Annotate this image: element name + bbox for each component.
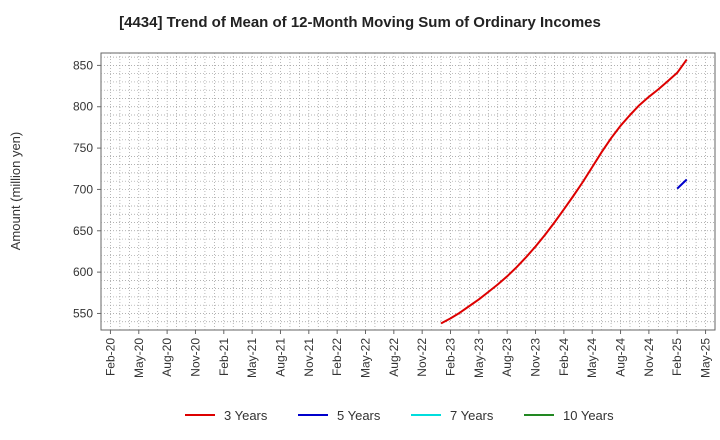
legend-item: 7 Years	[411, 408, 494, 423]
x-tick-label: May-20	[132, 338, 146, 378]
y-tick-label: 550	[73, 306, 93, 320]
legend-item: 10 Years	[524, 408, 614, 423]
chart-title: [4434] Trend of Mean of 12-Month Moving …	[119, 14, 601, 31]
x-tick-label: Nov-24	[642, 338, 656, 377]
x-tick-label: May-22	[358, 338, 372, 378]
y-axis-label: Amount (million yen)	[8, 132, 23, 251]
x-tick-label: May-24	[585, 338, 599, 378]
x-tick-label: Feb-24	[557, 338, 571, 376]
x-tick-label: Aug-20	[160, 338, 174, 377]
x-tick-label: Feb-25	[670, 338, 684, 376]
y-tick-label: 600	[73, 265, 93, 279]
legend: 3 Years 5 Years 7 Years 10 Years	[185, 408, 614, 423]
x-tick-label: Feb-21	[217, 338, 231, 376]
series-line-3-years	[440, 59, 688, 325]
y-tick-label: 750	[73, 141, 93, 155]
x-tick-label: Feb-22	[330, 338, 344, 376]
legend-item: 5 Years	[298, 408, 381, 423]
x-tick-label: Nov-21	[302, 338, 316, 377]
x-tick-label: Nov-22	[415, 338, 429, 377]
plot-area	[100, 52, 716, 331]
series-lines	[440, 59, 688, 325]
x-tick-label: Feb-20	[103, 338, 117, 376]
y-tick-label: 800	[73, 100, 93, 114]
x-tick-label: Nov-23	[529, 338, 543, 377]
x-tick-label: Aug-22	[387, 338, 401, 377]
x-tick-label: Nov-20	[188, 338, 202, 377]
legend-item: 3 Years	[185, 408, 268, 423]
series-line-5-years	[676, 178, 688, 190]
legend-label: 5 Years	[337, 408, 381, 423]
y-tick-labels: 550 600 650 700 750 800 850	[73, 58, 101, 320]
x-tick-labels: Feb-20 May-20 Aug-20 Nov-20 Feb-21 May-21 Aug-…	[103, 330, 713, 378]
legend-label: 7 Years	[450, 408, 494, 423]
x-tick-label: Aug-24	[614, 338, 628, 377]
y-tick-label: 850	[73, 58, 93, 72]
x-tick-label: Aug-21	[273, 338, 287, 377]
y-tick-label: 700	[73, 182, 93, 196]
x-tick-label: May-23	[472, 338, 486, 378]
legend-label: 3 Years	[224, 408, 268, 423]
x-tick-label: Aug-23	[500, 338, 514, 377]
y-tick-label: 650	[73, 224, 93, 238]
x-tick-label: Feb-23	[444, 338, 458, 376]
legend-label: 10 Years	[563, 408, 614, 423]
x-tick-label: May-21	[245, 338, 259, 378]
grid-lines	[101, 53, 715, 330]
x-tick-label: May-25	[699, 338, 713, 378]
